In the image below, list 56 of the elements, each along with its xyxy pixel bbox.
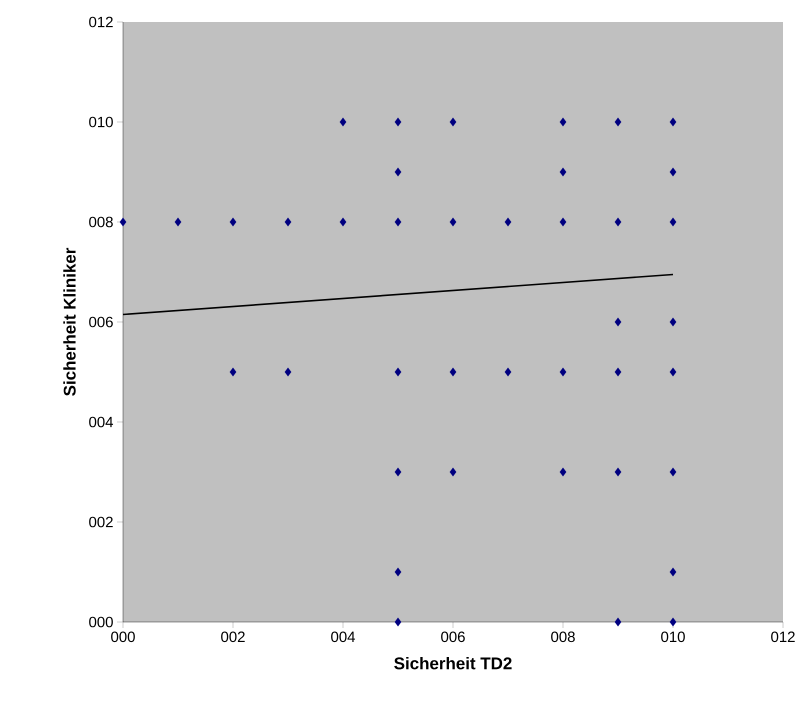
x-axis-title: Sicherheit TD2 [394,656,512,670]
y-axis-title: Sicherheit Kliniker [63,248,76,396]
point [450,118,456,126]
x-tick-label: 010 [661,632,685,642]
point [394,368,402,376]
point [504,368,512,376]
point [614,118,622,126]
point [670,118,676,126]
point [614,318,622,326]
point [560,368,566,376]
x-tick-label: 002 [221,632,245,642]
point [450,368,456,376]
point [340,118,346,126]
x-tick-label: 008 [551,632,575,642]
point [670,218,676,226]
point [394,218,402,226]
point [230,218,236,226]
x-tick-label: 006 [441,632,465,642]
point [560,218,566,226]
point [670,318,676,326]
point [560,168,566,176]
y-tick-label: 006 [89,316,113,328]
y-tick-label: 012 [89,16,113,28]
point [284,218,292,226]
point [614,218,622,226]
point [670,468,676,476]
point [560,118,566,126]
x-tick-label: 012 [771,632,795,642]
point [670,618,676,626]
point [394,468,402,476]
point [284,368,292,376]
point [450,218,456,226]
point [394,118,402,126]
point [614,618,622,626]
point [504,218,512,226]
y-tick-label: 000 [89,616,113,628]
point [340,218,346,226]
point [560,468,566,476]
x-tick-label: 000 [111,632,135,642]
y-tick-label: 002 [89,516,113,528]
x-tick-label: 004 [331,632,356,642]
point [614,468,622,476]
point [670,168,676,176]
point [670,568,676,576]
point [394,168,402,176]
y-tick-label: 008 [89,216,113,228]
point [614,368,622,376]
point [230,368,236,376]
point [670,368,676,376]
y-tick-label: 004 [89,416,114,428]
point [174,218,182,226]
point [394,618,402,626]
point [394,568,402,576]
point [120,218,126,226]
point [450,468,456,476]
y-tick-label: 010 [89,116,113,128]
